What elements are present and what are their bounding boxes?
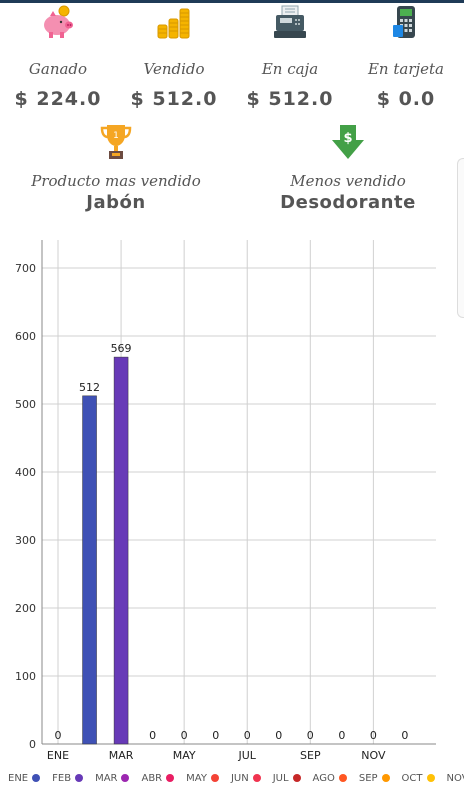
x-tick-label: SEP: [300, 749, 321, 762]
legend-label: MAR: [95, 772, 118, 784]
side-drawer-handle[interactable]: [457, 158, 464, 318]
legend-item: NOV: [447, 773, 464, 784]
bar-value-label: 0: [275, 729, 282, 742]
legend-item: MAY: [186, 773, 223, 784]
legend-label: AGO: [312, 772, 335, 784]
legend-label: OCT: [401, 772, 423, 784]
legend-swatch: [252, 774, 261, 782]
stat-value: $ 224.0: [14, 88, 102, 110]
y-tick-label: 100: [15, 670, 36, 683]
chart-bar: [82, 395, 97, 745]
legend-label: ABR: [141, 772, 163, 784]
status-bar-line: [0, 0, 464, 3]
bar-value-label: 569: [111, 342, 132, 355]
least-product: $ Menos vendido Desodorante: [232, 122, 464, 213]
legend-label: JUN: [230, 772, 249, 784]
stat-value: $ 0.0: [376, 88, 436, 110]
legend-label: JUL: [272, 772, 289, 784]
legend-item: JUN: [231, 773, 265, 784]
bar-value-label: 0: [338, 729, 345, 742]
bar-value-label: 0: [212, 729, 219, 742]
x-tick-label: MAR: [109, 749, 134, 762]
best-value: Jabón: [86, 192, 146, 213]
legend-item: MAR: [95, 773, 133, 784]
legend-item: OCT: [402, 773, 439, 784]
piggy-bank-icon: [0, 4, 116, 40]
bar-value-label: 0: [149, 729, 156, 742]
x-tick-label: JUL: [238, 749, 257, 762]
stat-label: Vendido: [143, 60, 205, 78]
least-value: Desodorante: [280, 192, 416, 213]
top-product: 1 Producto mas vendido Jabón: [0, 122, 232, 213]
legend-label: NOV: [446, 772, 464, 784]
x-tick-label: NOV: [361, 749, 386, 762]
legend-swatch: [32, 774, 41, 782]
summary-stats: Ganado $ 224.0 Vendido $ 512.0: [0, 0, 464, 120]
x-tick-label: MAY: [173, 749, 196, 762]
stat-vendido: Vendido $ 512.0: [116, 4, 232, 110]
card-terminal-icon: [348, 4, 464, 40]
legend-swatch: [338, 774, 347, 782]
legend-item: ABR: [141, 773, 178, 784]
legend-label: ENE: [8, 772, 29, 784]
stat-value: $ 512.0: [246, 88, 334, 110]
stat-label: Ganado: [28, 60, 88, 78]
down-arrow-dollar-icon: $: [232, 122, 464, 162]
monthly-sales-chart: 0 100 200 300 400 500 600 700 0 512 569 0 0 0 0 0 0 0 0 0 EN…: [15, 240, 436, 762]
legend-swatch: [426, 774, 435, 782]
stat-en-caja: En caja $ 512.0: [232, 4, 348, 110]
legend-item: SEP: [359, 773, 394, 784]
stat-en-tarjeta: En tarjeta $ 0.0: [348, 4, 464, 110]
y-tick-label: 0: [29, 738, 36, 751]
least-label: Menos vendido: [290, 172, 406, 190]
legend-item: JUL: [273, 773, 305, 784]
y-tick-label: 500: [15, 398, 36, 411]
bar-value-label: 0: [181, 729, 188, 742]
bar-value-label: 0: [370, 729, 377, 742]
legend-item: FEB: [52, 773, 87, 784]
bar-value-label: 0: [244, 729, 251, 742]
y-tick-label: 300: [15, 534, 36, 547]
trophy-icon: 1: [0, 122, 232, 162]
best-worst-products: 1 Producto mas vendido Jabón $ Menos ven…: [0, 122, 464, 213]
cash-register-icon: [232, 4, 348, 40]
svg-text:$: $: [343, 131, 352, 146]
y-tick-label: 200: [15, 602, 36, 615]
coins-icon: [116, 4, 232, 40]
y-tick-label: 600: [15, 330, 36, 343]
bar-value-label: 512: [79, 381, 100, 394]
legend-label: SEP: [358, 772, 378, 784]
bar-value-label: 0: [307, 729, 314, 742]
legend-label: FEB: [52, 772, 72, 784]
legend-swatch: [292, 774, 301, 782]
bar-value-label: 0: [55, 729, 62, 742]
stat-value: $ 512.0: [130, 88, 218, 110]
best-label: Producto mas vendido: [31, 172, 201, 190]
legend-item: ENE: [8, 773, 44, 784]
stat-label: En tarjeta: [367, 60, 445, 78]
legend-swatch: [381, 774, 390, 782]
stat-ganado: Ganado $ 224.0: [0, 4, 116, 110]
y-tick-label: 700: [15, 262, 36, 275]
y-tick-label: 400: [15, 466, 36, 479]
legend-swatch: [166, 774, 175, 782]
svg-text:1: 1: [113, 131, 119, 141]
legend-swatch: [121, 774, 130, 782]
legend-item: AGO: [313, 773, 351, 784]
chart-bar: [113, 356, 129, 745]
chart-legend: ENE FEB MAR ABR MAY JUN JUL AGO SEP OCT NOV: [0, 770, 464, 786]
stat-label: En caja: [261, 60, 319, 78]
legend-label: MAY: [186, 772, 207, 784]
legend-swatch: [75, 774, 84, 782]
x-tick-label: ENE: [47, 749, 69, 762]
bar-value-label: 0: [401, 729, 408, 742]
legend-swatch: [210, 774, 219, 782]
